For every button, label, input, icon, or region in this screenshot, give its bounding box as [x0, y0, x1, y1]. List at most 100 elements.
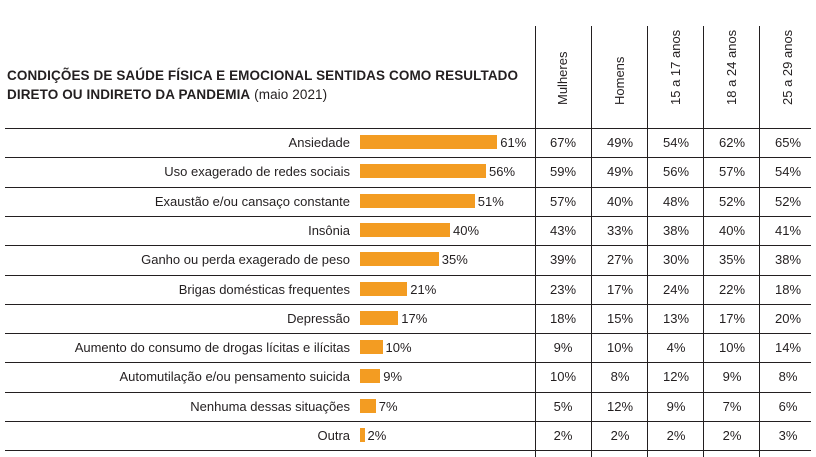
- table-cell: 24%: [662, 281, 690, 297]
- row-divider: [5, 245, 811, 247]
- table-cell: 2%: [722, 428, 742, 443]
- table-cell: 54%: [774, 164, 802, 180]
- table-cell: 57%: [718, 164, 746, 180]
- category-label: Uso exagerado de redes sociais: [164, 164, 350, 180]
- row-divider: [5, 128, 811, 129]
- row-divider: [5, 391, 811, 393]
- table-row: Ganho ou perda exagerado de peso 35% 39% 27…: [0, 246, 816, 275]
- column-header: Mulheres: [535, 22, 591, 124]
- table-cell: 9%: [722, 369, 742, 385]
- table-cell: 8%: [610, 369, 630, 385]
- table-cell: 6%: [778, 398, 798, 414]
- category-label: Depressão: [287, 310, 350, 326]
- bar: [360, 428, 365, 442]
- row-divider: [5, 333, 811, 335]
- table-cell: 2%: [553, 428, 573, 443]
- row-divider: [5, 157, 811, 159]
- table-cell: 9%: [666, 398, 686, 414]
- column-header-label: Mulheres: [555, 51, 570, 105]
- table-cell: 40%: [606, 193, 634, 209]
- chart-title-main: CONDIÇÕES DE SAÚDE FÍSICA E EMOCIONAL SE…: [7, 68, 519, 102]
- table-cell: 49%: [606, 164, 634, 180]
- column-header-label: Homens: [612, 56, 627, 105]
- bar-value-label: 35%: [441, 252, 468, 268]
- table-row: Insônia 40% 43% 33% 38% 40% 41%: [0, 217, 816, 246]
- table-cell: 13%: [662, 310, 690, 326]
- table-cell: 22%: [718, 281, 746, 297]
- category-label: Aumento do consumo de drogas lícitas e i…: [74, 340, 350, 356]
- bar-value-label: 9%: [383, 369, 403, 385]
- table-cell: 49%: [606, 135, 634, 150]
- table-cell: 40%: [718, 222, 746, 238]
- table-cell: 10%: [606, 340, 634, 356]
- table-row: Aumento do consumo de drogas lícitas e i…: [0, 334, 816, 363]
- category-label: Brigas domésticas frequentes: [178, 281, 350, 297]
- table-cell: 56%: [662, 164, 690, 180]
- chart-title: CONDIÇÕES DE SAÚDE FÍSICA E EMOCIONAL SE…: [7, 66, 527, 104]
- table-cell: 17%: [606, 281, 634, 297]
- category-label: Insônia: [308, 222, 350, 238]
- table-cell: 30%: [662, 252, 690, 268]
- table-cell: 57%: [549, 193, 577, 209]
- bar: [360, 222, 450, 237]
- table-row: Outra 2% 2% 2% 2% 2% 3%: [0, 422, 816, 451]
- category-label: Outra: [317, 428, 350, 443]
- row-divider: [5, 186, 811, 188]
- bar: [360, 398, 376, 413]
- row-divider: [5, 303, 811, 305]
- bar: [360, 310, 399, 325]
- column-header: 18 a 24 anos: [704, 22, 760, 124]
- category-label: Nenhuma dessas situações: [190, 398, 350, 414]
- table-cell: 59%: [549, 164, 577, 180]
- table-cell: 62%: [718, 135, 746, 150]
- table-cell: 38%: [662, 222, 690, 238]
- bar: [360, 252, 439, 267]
- table-cell: 14%: [774, 340, 802, 356]
- row-divider: [5, 421, 811, 422]
- column-divider: [647, 26, 648, 457]
- bar: [360, 340, 383, 355]
- table-cell: 4%: [666, 340, 686, 356]
- column-divider: [591, 26, 592, 457]
- table-cell: 38%: [774, 252, 802, 268]
- bar: [360, 281, 408, 296]
- table-cell: 41%: [774, 222, 802, 238]
- chart-title-date: (maio 2021): [254, 87, 328, 102]
- bar: [360, 193, 475, 208]
- table-row: Uso exagerado de redes sociais 56% 59% 49% 5…: [0, 158, 816, 187]
- table-cell: 23%: [549, 281, 577, 297]
- table-row: Automutilação e/ou pensamento suicida 9% 1…: [0, 363, 816, 392]
- row-divider: [5, 215, 811, 217]
- row-divider: [5, 450, 811, 452]
- row-divider: [5, 362, 811, 364]
- bar-value-label: 61%: [500, 135, 527, 150]
- row-divider: [5, 274, 811, 276]
- table-cell: 48%: [662, 193, 690, 209]
- table-cell: 39%: [549, 252, 577, 268]
- table-cell: 12%: [662, 369, 690, 385]
- table-row: Depressão 17% 18% 15% 13% 17% 20%: [0, 305, 816, 334]
- column-header-label: 18 a 24 anos: [724, 29, 739, 105]
- table-cell: 15%: [606, 310, 634, 326]
- column-header: 25 a 29 anos: [760, 22, 816, 124]
- table-cell: 54%: [662, 135, 690, 150]
- bar-value-label: 51%: [477, 193, 504, 209]
- table-cell: 67%: [549, 135, 577, 150]
- bar-value-label: 17%: [401, 310, 428, 326]
- column-divider: [535, 26, 536, 457]
- column-divider: [703, 26, 704, 457]
- table-cell: 65%: [774, 135, 802, 150]
- category-label: Exaustão e/ou cansaço constante: [154, 193, 350, 209]
- column-header: Homens: [592, 22, 648, 124]
- table-cell: 20%: [774, 310, 802, 326]
- table-cell: 10%: [718, 340, 746, 356]
- table-cell: 8%: [778, 369, 798, 385]
- table-cell: 2%: [610, 428, 630, 443]
- bar-value-label: 7%: [378, 398, 398, 414]
- category-label: Ansiedade: [288, 135, 350, 150]
- table-cell: 12%: [606, 398, 634, 414]
- table-cell: 18%: [549, 310, 577, 326]
- table-cell: 18%: [774, 281, 802, 297]
- table-cell: 5%: [553, 398, 573, 414]
- table-row: Nenhuma dessas situações 7% 5% 12% 9% 7% 6%: [0, 393, 816, 422]
